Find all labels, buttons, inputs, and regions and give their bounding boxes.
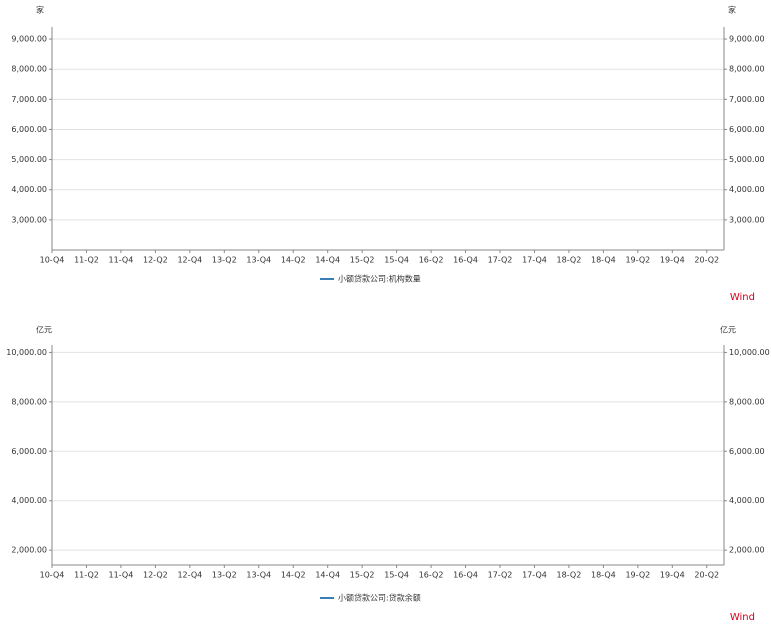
x-tick-label: 18-Q2 xyxy=(557,256,582,265)
y-tick-label: 4,000.00 xyxy=(11,185,47,194)
x-tick-label: 19-Q4 xyxy=(660,256,685,265)
y2-tick-label: 8,000.00 xyxy=(729,397,765,406)
x-tick-label: 11-Q4 xyxy=(109,256,134,265)
y2-tick-label: 8,000.00 xyxy=(729,65,765,74)
x-tick-label: 18-Q2 xyxy=(557,571,582,580)
x-tick-label: 11-Q2 xyxy=(74,571,99,580)
x-tick-label: 10-Q4 xyxy=(40,256,65,265)
x-tick-label: 19-Q2 xyxy=(625,571,650,580)
legend-label: 小额贷款公司:机构数量 xyxy=(338,274,421,284)
x-tick-label: 14-Q4 xyxy=(315,571,340,580)
x-tick-label: 19-Q4 xyxy=(660,571,685,580)
x-tick-label: 16-Q2 xyxy=(419,571,444,580)
y-tick-label: 7,000.00 xyxy=(11,95,47,104)
x-tick-label: 13-Q2 xyxy=(212,571,237,580)
y-tick-label: 6,000.00 xyxy=(11,447,47,456)
x-tick-label: 13-Q4 xyxy=(246,256,271,265)
x-tick-label: 11-Q4 xyxy=(109,571,134,580)
y2-tick-label: 3,000.00 xyxy=(729,215,765,224)
x-tick-label: 15-Q4 xyxy=(384,256,409,265)
x-tick-label: 19-Q2 xyxy=(625,256,650,265)
x-tick-label: 17-Q2 xyxy=(488,571,513,580)
x-tick-label: 20-Q2 xyxy=(694,571,719,580)
y-tick-label: 10,000.00 xyxy=(6,348,47,357)
y2-tick-label: 10,000.00 xyxy=(729,348,770,357)
y2-tick-label: 7,000.00 xyxy=(729,95,765,104)
x-tick-label: 14-Q2 xyxy=(281,571,306,580)
x-tick-label: 16-Q2 xyxy=(419,256,444,265)
x-tick-label: 12-Q2 xyxy=(143,256,168,265)
y-tick-label: 8,000.00 xyxy=(11,65,47,74)
y2-tick-label: 2,000.00 xyxy=(729,546,765,555)
x-tick-label: 12-Q2 xyxy=(143,571,168,580)
unit-label: 亿元 xyxy=(36,325,52,335)
x-tick-label: 15-Q2 xyxy=(350,571,375,580)
y-tick-label: 6,000.00 xyxy=(11,125,47,134)
x-tick-label: 17-Q4 xyxy=(522,256,547,265)
x-tick-label: 12-Q4 xyxy=(177,256,202,265)
y2-tick-label: 4,000.00 xyxy=(729,496,765,505)
y2-tick-label: 5,000.00 xyxy=(729,155,765,164)
y-tick-label: 3,000.00 xyxy=(11,215,47,224)
y-tick-label: 2,000.00 xyxy=(11,546,47,555)
x-tick-label: 10-Q4 xyxy=(40,571,65,580)
x-tick-label: 18-Q4 xyxy=(591,256,616,265)
x-tick-label: 16-Q4 xyxy=(453,571,478,580)
unit-label: 家 xyxy=(36,5,44,15)
legend-label: 小额贷款公司:贷款余额 xyxy=(338,593,421,603)
x-tick-label: 13-Q4 xyxy=(246,571,271,580)
y-tick-label: 5,000.00 xyxy=(11,155,47,164)
source-label: Wind xyxy=(730,612,755,623)
x-tick-label: 15-Q2 xyxy=(350,256,375,265)
x-tick-label: 14-Q2 xyxy=(281,256,306,265)
y2-tick-label: 4,000.00 xyxy=(729,185,765,194)
x-tick-label: 14-Q4 xyxy=(315,256,340,265)
x-tick-label: 17-Q4 xyxy=(522,571,547,580)
x-tick-label: 15-Q4 xyxy=(384,571,409,580)
y2-tick-label: 6,000.00 xyxy=(729,125,765,134)
x-tick-label: 13-Q2 xyxy=(212,256,237,265)
unit-label-right: 家 xyxy=(728,5,736,15)
x-tick-label: 20-Q2 xyxy=(694,256,719,265)
x-tick-label: 18-Q4 xyxy=(591,571,616,580)
x-tick-label: 16-Q4 xyxy=(453,256,478,265)
x-tick-label: 17-Q2 xyxy=(488,256,513,265)
unit-label-right: 亿元 xyxy=(720,325,736,335)
x-tick-label: 12-Q4 xyxy=(177,571,202,580)
x-tick-label: 11-Q2 xyxy=(74,256,99,265)
source-label: Wind xyxy=(730,292,755,303)
y2-tick-label: 9,000.00 xyxy=(729,35,765,44)
y-tick-label: 4,000.00 xyxy=(11,496,47,505)
y-tick-label: 9,000.00 xyxy=(11,35,47,44)
y-tick-label: 8,000.00 xyxy=(11,397,47,406)
y2-tick-label: 6,000.00 xyxy=(729,447,765,456)
